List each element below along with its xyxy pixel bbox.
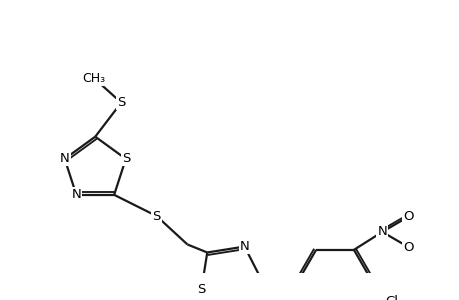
Text: N: N bbox=[71, 188, 81, 201]
Text: O: O bbox=[402, 210, 413, 223]
Text: S: S bbox=[121, 152, 130, 165]
Text: N: N bbox=[60, 152, 69, 165]
Text: O: O bbox=[402, 241, 413, 254]
Text: S: S bbox=[117, 96, 125, 109]
Text: N: N bbox=[376, 225, 386, 239]
Text: N: N bbox=[239, 240, 249, 253]
Text: CH₃: CH₃ bbox=[82, 71, 105, 85]
Text: S: S bbox=[197, 283, 205, 296]
Text: Cl: Cl bbox=[385, 295, 397, 300]
Text: S: S bbox=[152, 210, 161, 223]
